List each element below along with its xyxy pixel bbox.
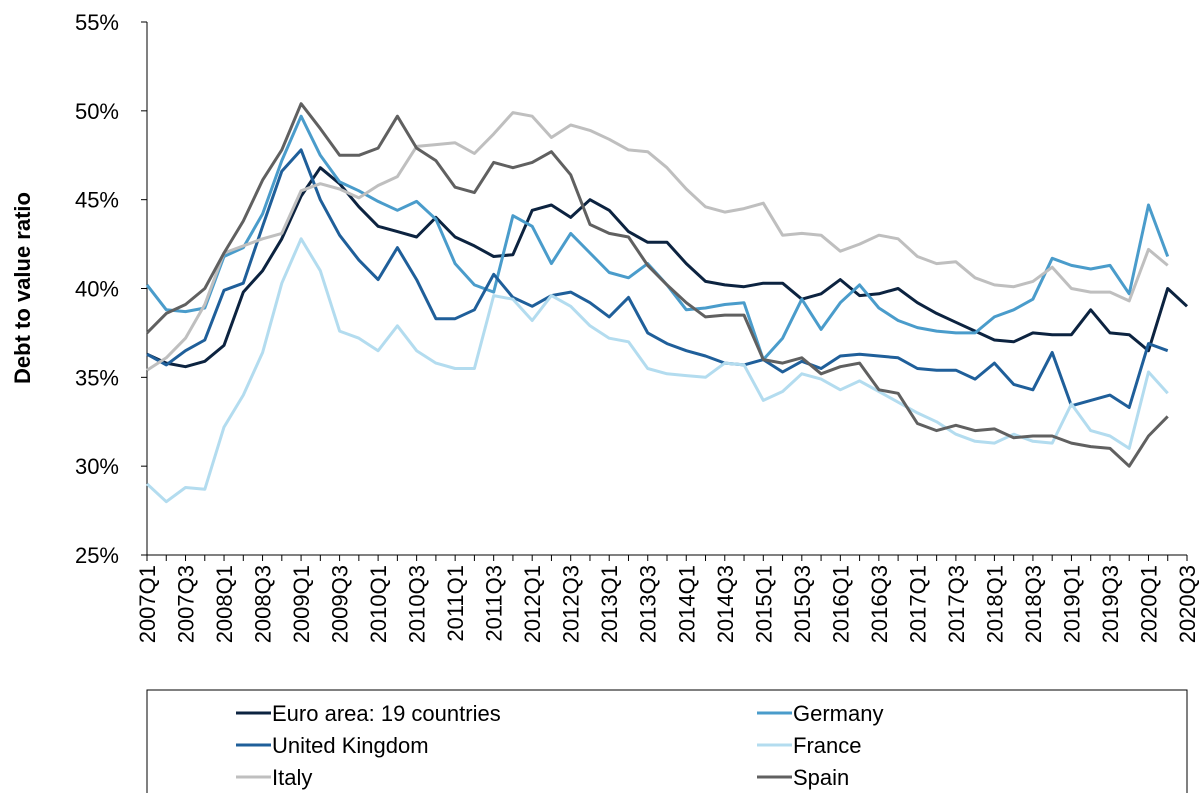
x-tick-label: 2008Q3	[251, 565, 276, 643]
series-line	[145, 102, 1169, 468]
x-tick-label: 2019Q3	[1098, 565, 1123, 643]
x-tick-label: 2013Q3	[636, 565, 661, 643]
x-tick-label: 2012Q1	[520, 565, 545, 643]
legend-label: Italy	[272, 765, 312, 790]
series-line	[146, 166, 1189, 369]
y-tick-label: 30%	[75, 454, 119, 479]
legend-label: Euro area: 19 countries	[272, 701, 501, 726]
x-tick-label: 2007Q3	[174, 565, 199, 643]
series-line	[146, 148, 1169, 409]
x-tick-label: 2016Q1	[828, 565, 853, 643]
y-tick-label: 45%	[75, 188, 119, 213]
x-tick-label: 2015Q1	[751, 565, 776, 643]
x-tick-label: 2017Q3	[944, 565, 969, 643]
x-tick-label: 2008Q1	[212, 565, 237, 643]
x-tick-label: 2014Q3	[713, 565, 738, 643]
y-tick-label: 40%	[75, 277, 119, 302]
x-tick-label: 2009Q1	[289, 565, 314, 643]
x-tick-label: 2020Q3	[1175, 565, 1200, 643]
x-tick-label: 2010Q3	[405, 565, 430, 643]
series-line	[146, 111, 1169, 372]
y-tick-label: 50%	[75, 99, 119, 124]
x-tick-label: 2009Q3	[328, 565, 353, 643]
legend: Euro area: 19 countries Germany United Kin…	[146, 689, 1188, 793]
y-tick-label: 35%	[75, 365, 119, 390]
x-tick-label: 2016Q3	[867, 565, 892, 643]
series-line	[145, 237, 1169, 504]
x-tick-label: 2014Q1	[674, 565, 699, 643]
x-tick-label: 2013Q1	[597, 565, 622, 643]
x-tick-label: 2020Q1	[1136, 565, 1161, 643]
y-axis-label: Debt to value ratio	[10, 192, 35, 384]
x-tick-label: 2007Q1	[135, 565, 160, 643]
y-tick-label: 25%	[75, 543, 119, 568]
legend-label: United Kingdom	[272, 733, 429, 758]
legend-label: Germany	[793, 701, 883, 726]
legend-label: France	[793, 733, 861, 758]
x-tick-label: 2017Q1	[905, 565, 930, 643]
x-tick-label: 2011Q3	[482, 565, 507, 642]
x-tick-label: 2018Q3	[1021, 565, 1046, 643]
x-tick-label: 2019Q1	[1059, 565, 1084, 643]
x-tick-label: 2018Q1	[982, 565, 1007, 643]
legend-label: Spain	[793, 765, 849, 790]
legend-box	[146, 689, 1188, 793]
x-tick-label: 2011Q1	[443, 565, 468, 642]
y-tick-label: 55%	[75, 10, 119, 35]
x-tick-label: 2015Q3	[790, 565, 815, 643]
x-tick-label: 2010Q1	[366, 565, 391, 643]
x-tick-label: 2012Q3	[559, 565, 584, 643]
